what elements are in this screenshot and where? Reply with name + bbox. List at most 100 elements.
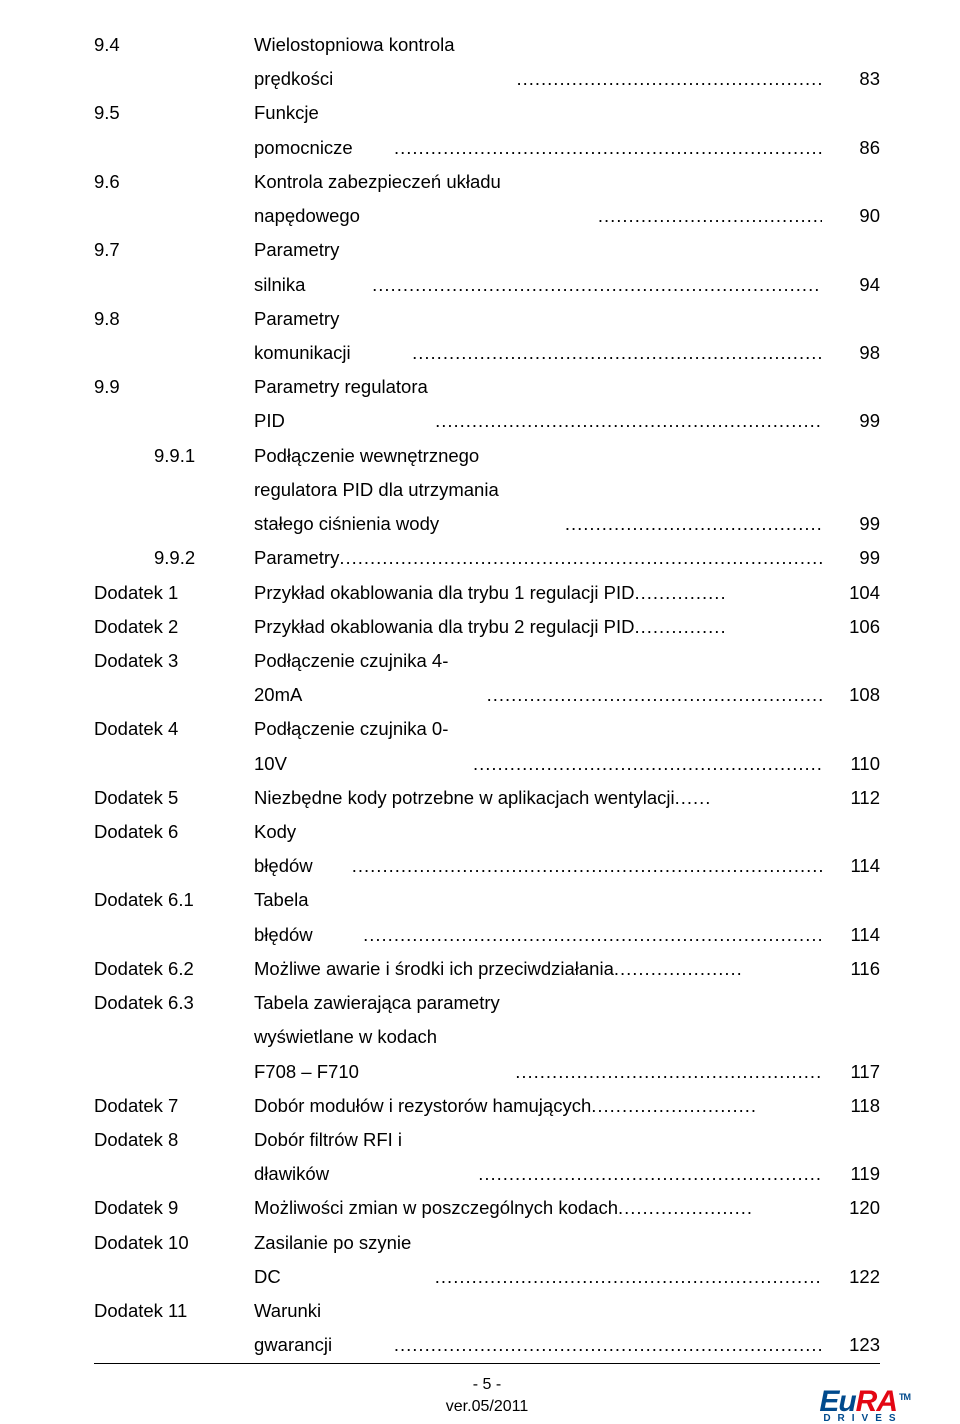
toc-section-number: Dodatek 6.2 <box>94 952 254 986</box>
toc-title-wrap: Podłączenie czujnika 4-20mA.............… <box>254 644 822 712</box>
toc-title-wrap: Wielostopniowa kontrola prędkości.......… <box>254 28 822 96</box>
page: 9.4Wielostopniowa kontrola prędkości....… <box>0 0 960 1371</box>
toc-title: Podłączenie czujnika 4-20mA <box>254 644 487 712</box>
toc-title-wrap: Dobór modułów i rezystorów hamujących...… <box>254 1089 822 1123</box>
toc-row: 9.9.2Parametry..........................… <box>94 541 880 575</box>
toc-page-number: 83 <box>822 62 880 96</box>
toc-section-number: Dodatek 1 <box>94 576 254 610</box>
toc-page-number: 110 <box>822 747 880 781</box>
toc-row: 9.7Parametry silnika....................… <box>94 233 880 301</box>
toc-section-number: Dodatek 7 <box>94 1089 254 1123</box>
toc-section-number: Dodatek 6 <box>94 815 254 849</box>
toc-leader-dots: ..................... <box>614 952 822 986</box>
toc-row: Dodatek 1Przykład okablowania dla trybu … <box>94 576 880 610</box>
toc-title: Zasilanie po szynie DC <box>254 1226 435 1294</box>
toc-page-number: 123 <box>822 1328 880 1362</box>
toc-page-number: 86 <box>822 131 880 165</box>
toc-title: Niezbędne kody potrzebne w aplikacjach w… <box>254 781 675 815</box>
toc-section-number: 9.9 <box>94 370 254 404</box>
toc-row: Dodatek 8Dobór filtrów RFI i dławików...… <box>94 1123 880 1191</box>
toc-title: Tabela zawierająca parametry wyświetlane… <box>254 986 515 1089</box>
toc-leader-dots: ........................................… <box>363 918 822 952</box>
toc-page-number: 99 <box>822 404 880 438</box>
toc-title-wrap: Zasilanie po szynie DC..................… <box>254 1226 822 1294</box>
toc-row: Dodatek 9Możliwości zmian w poszczególny… <box>94 1191 880 1225</box>
toc-row: Dodatek 6.2Możliwe awarie i środki ich p… <box>94 952 880 986</box>
toc-section-number: 9.6 <box>94 165 254 199</box>
table-of-contents: 9.4Wielostopniowa kontrola prędkości....… <box>94 28 880 1363</box>
toc-row: Dodatek 2Przykład okablowania dla trybu … <box>94 610 880 644</box>
toc-section-number: Dodatek 9 <box>94 1191 254 1225</box>
toc-row: Dodatek 6.1Tabela błędów................… <box>94 883 880 951</box>
toc-section-number: 9.9.2 <box>94 541 254 575</box>
toc-page-number: 122 <box>822 1260 880 1294</box>
toc-row: 9.5Funkcje pomocnicze...................… <box>94 96 880 164</box>
toc-title-wrap: Funkcje pomocnicze......................… <box>254 96 822 164</box>
toc-title: Możliwe awarie i środki ich przeciwdział… <box>254 952 614 986</box>
toc-title: Przykład okablowania dla trybu 2 regulac… <box>254 610 634 644</box>
toc-title-wrap: Parametry regulatora PID................… <box>254 370 822 438</box>
toc-title-wrap: Warunki gwarancji.......................… <box>254 1294 822 1362</box>
toc-title: Kontrola zabezpieczeń układu napędowego <box>254 165 598 233</box>
toc-page-number: 116 <box>822 952 880 986</box>
toc-leader-dots: ...... <box>675 781 822 815</box>
toc-leader-dots: ........................................… <box>412 336 822 370</box>
toc-title: Parametry komunikacji <box>254 302 412 370</box>
toc-row: Dodatek 6.3Tabela zawierająca parametry … <box>94 986 880 1089</box>
toc-title: Warunki gwarancji <box>254 1294 394 1362</box>
toc-leader-dots: ........................................… <box>394 1328 822 1362</box>
toc-title-wrap: Parametry komunikacji...................… <box>254 302 822 370</box>
toc-section-number: 9.8 <box>94 302 254 336</box>
toc-section-number: Dodatek 2 <box>94 610 254 644</box>
toc-leader-dots: ............... <box>634 576 822 610</box>
toc-row: Dodatek 10Zasilanie po szynie DC........… <box>94 1226 880 1294</box>
toc-title: Dobór modułów i rezystorów hamujących <box>254 1089 591 1123</box>
toc-section-number: Dodatek 10 <box>94 1226 254 1260</box>
toc-leader-dots: ...................... <box>618 1191 822 1225</box>
toc-title-wrap: Dobór filtrów RFI i dławików............… <box>254 1123 822 1191</box>
brand-logo: EuRATM DRIVES <box>819 1388 910 1424</box>
toc-section-number: Dodatek 5 <box>94 781 254 815</box>
toc-row: Dodatek 6Kody błędów....................… <box>94 815 880 883</box>
toc-title-wrap: Kontrola zabezpieczeń układu napędowego.… <box>254 165 822 233</box>
toc-page-number: 120 <box>822 1191 880 1225</box>
toc-row: Dodatek 4Podłączenie czujnika 0-10V.....… <box>94 712 880 780</box>
toc-page-number: 117 <box>822 1055 880 1089</box>
toc-row: 9.8Parametry komunikacji................… <box>94 302 880 370</box>
toc-title: Dobór filtrów RFI i dławików <box>254 1123 478 1191</box>
footer-divider <box>94 1363 880 1364</box>
toc-page-number: 99 <box>822 541 880 575</box>
toc-title-wrap: Przykład okablowania dla trybu 1 regulac… <box>254 576 822 610</box>
toc-section-number: Dodatek 11 <box>94 1294 254 1328</box>
toc-leader-dots: ........................................… <box>435 404 822 438</box>
toc-leader-dots: ........................................… <box>339 541 822 575</box>
logo-name: EuRATM <box>819 1388 910 1415</box>
doc-version: ver.05/2011 <box>446 1398 528 1415</box>
toc-leader-dots: ............... <box>634 610 822 644</box>
toc-title-wrap: Tabela zawierająca parametry wyświetlane… <box>254 986 822 1089</box>
toc-title: Przykład okablowania dla trybu 1 regulac… <box>254 576 634 610</box>
toc-section-number: Dodatek 8 <box>94 1123 254 1157</box>
toc-row: 9.4Wielostopniowa kontrola prędkości....… <box>94 28 880 96</box>
toc-leader-dots: ........................................… <box>435 1260 822 1294</box>
toc-title: Kody błędów <box>254 815 352 883</box>
toc-leader-dots: ........................................… <box>478 1157 822 1191</box>
toc-row: 9.6Kontrola zabezpieczeń układu napędowe… <box>94 165 880 233</box>
toc-title: Parametry <box>254 541 339 575</box>
toc-leader-dots: ........................................… <box>394 131 822 165</box>
toc-title: Parametry silnika <box>254 233 372 301</box>
toc-page-number: 94 <box>822 268 880 302</box>
toc-leader-dots: ........................................… <box>565 507 822 541</box>
toc-row: 9.9Parametry regulatora PID.............… <box>94 370 880 438</box>
toc-leader-dots: ........................................… <box>352 849 822 883</box>
toc-title-wrap: Przykład okablowania dla trybu 2 regulac… <box>254 610 822 644</box>
toc-title-wrap: Możliwości zmian w poszczególnych kodach… <box>254 1191 822 1225</box>
toc-section-number: Dodatek 6.1 <box>94 883 254 917</box>
toc-page-number: 99 <box>822 507 880 541</box>
toc-title-wrap: Niezbędne kody potrzebne w aplikacjach w… <box>254 781 822 815</box>
toc-page-number: 114 <box>822 918 880 952</box>
toc-title-wrap: Parametry...............................… <box>254 541 822 575</box>
toc-page-number: 119 <box>822 1157 880 1191</box>
toc-title-wrap: Parametry silnika.......................… <box>254 233 822 301</box>
page-number: - 5 - <box>473 1376 501 1393</box>
